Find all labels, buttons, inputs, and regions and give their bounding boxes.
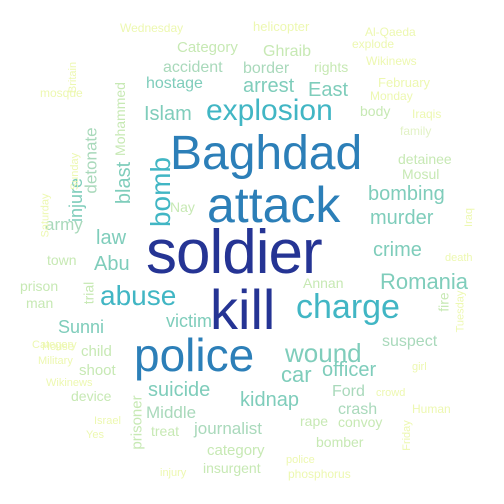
- word-fire: fire: [435, 292, 452, 312]
- word-murder: murder: [370, 207, 434, 229]
- word-explode: explode: [352, 37, 395, 51]
- word-police: police: [134, 329, 255, 381]
- word-law: law: [96, 227, 127, 249]
- word-helicopter: helicopter: [253, 19, 310, 34]
- word-kill: kill: [210, 278, 276, 341]
- word-suspect: suspect: [382, 333, 438, 350]
- word-saturday: Saturday: [39, 193, 52, 238]
- word-rape: rape: [300, 413, 329, 429]
- word-explosion: explosion: [206, 94, 333, 127]
- word-iraqis: Iraqis: [412, 107, 442, 121]
- word-family: family: [400, 124, 432, 138]
- word-prisoner: prisoner: [128, 395, 146, 450]
- word-rights: rights: [314, 59, 349, 75]
- word-iraq: Iraq: [462, 208, 475, 227]
- word-britain: Britain: [67, 61, 80, 94]
- word-convoy: convoy: [338, 414, 383, 430]
- word-body: body: [360, 103, 391, 119]
- word-arrest: arrest: [243, 75, 295, 97]
- word-category-2: category: [207, 442, 265, 459]
- word-mosul: Mosul: [402, 166, 440, 182]
- word-detonate: detonate: [81, 127, 101, 194]
- word-kidnap: kidnap: [240, 389, 299, 411]
- word-wikinews-2: Wikinews: [46, 377, 93, 389]
- word-trial: trial: [80, 281, 97, 305]
- word-february: February: [378, 75, 431, 90]
- word-israel: Israel: [94, 415, 121, 427]
- word-suicide: suicide: [148, 379, 211, 401]
- word-death: death: [445, 252, 473, 264]
- word-crime: crime: [373, 239, 422, 261]
- word-injury: injury: [160, 467, 187, 479]
- word-yes: Yes: [86, 429, 104, 441]
- word-nay: Nay: [170, 199, 195, 215]
- word-car: car: [281, 362, 312, 387]
- word-sunni: Sunni: [58, 317, 105, 337]
- word-prison: prison: [20, 278, 59, 294]
- word-crowd: crowd: [376, 387, 406, 399]
- word-soldier: soldier: [146, 218, 323, 287]
- word-east: East: [308, 79, 349, 101]
- word-phosphorus: phosphorus: [288, 467, 351, 481]
- word-shoot: shoot: [79, 362, 116, 379]
- word-bomb: bomb: [145, 156, 177, 228]
- word-officer: officer: [322, 359, 377, 381]
- word-mosque: mosque: [40, 86, 83, 100]
- word-annan: Annan: [303, 275, 344, 291]
- word-insurgent: insurgent: [203, 460, 261, 476]
- word-friday: Friday: [400, 420, 413, 451]
- word-wound: wound: [285, 338, 362, 368]
- word-detainee: detainee: [398, 151, 452, 167]
- word-police-2: police: [286, 454, 315, 466]
- word-device: device: [71, 388, 112, 404]
- word-child: child: [81, 343, 112, 360]
- word-border: border: [243, 60, 290, 77]
- word-house: House: [42, 341, 74, 353]
- word-bombing: bombing: [368, 183, 445, 205]
- word-accident: accident: [163, 59, 223, 76]
- word-romania: Romania: [380, 269, 469, 294]
- word-victim: victim: [166, 311, 212, 331]
- word-tuesday: Tuesday: [454, 290, 467, 333]
- word-middle: Middle: [146, 403, 197, 422]
- word-attack: attack: [207, 177, 341, 233]
- word-military: Military: [38, 355, 73, 367]
- word-abu: Abu: [94, 253, 130, 275]
- word-bomber: bomber: [316, 434, 364, 450]
- word-charge: charge: [296, 288, 400, 326]
- word-monday: Monday: [370, 89, 413, 103]
- word-wednesday: Wednesday: [120, 21, 184, 35]
- word-baghdad: Baghdad: [170, 127, 363, 180]
- word-ford: Ford: [332, 383, 365, 400]
- word-town: town: [47, 252, 77, 268]
- word-man: man: [26, 295, 54, 311]
- word-category: Category: [177, 39, 238, 56]
- word-crash: crash: [338, 401, 378, 418]
- word-wikinews: Wikinews: [366, 54, 417, 68]
- word-mohammed: Mohammed: [111, 82, 128, 156]
- word-islam: Islam: [144, 103, 192, 125]
- word-army: army: [45, 215, 83, 234]
- word-blast: blast: [113, 161, 136, 205]
- word-category-3: Category: [32, 339, 77, 351]
- word-treat: treat: [151, 423, 180, 439]
- word-human: Human: [412, 402, 451, 416]
- word-ghraib: Ghraib: [263, 43, 312, 60]
- word-hostage: hostage: [146, 75, 203, 92]
- word-al-qaeda: Al-Qaeda: [365, 25, 416, 39]
- word-abuse: abuse: [100, 280, 177, 311]
- word-girl: girl: [412, 361, 427, 373]
- word-sunday: Sunday: [69, 152, 82, 191]
- word-journalist: journalist: [194, 419, 263, 438]
